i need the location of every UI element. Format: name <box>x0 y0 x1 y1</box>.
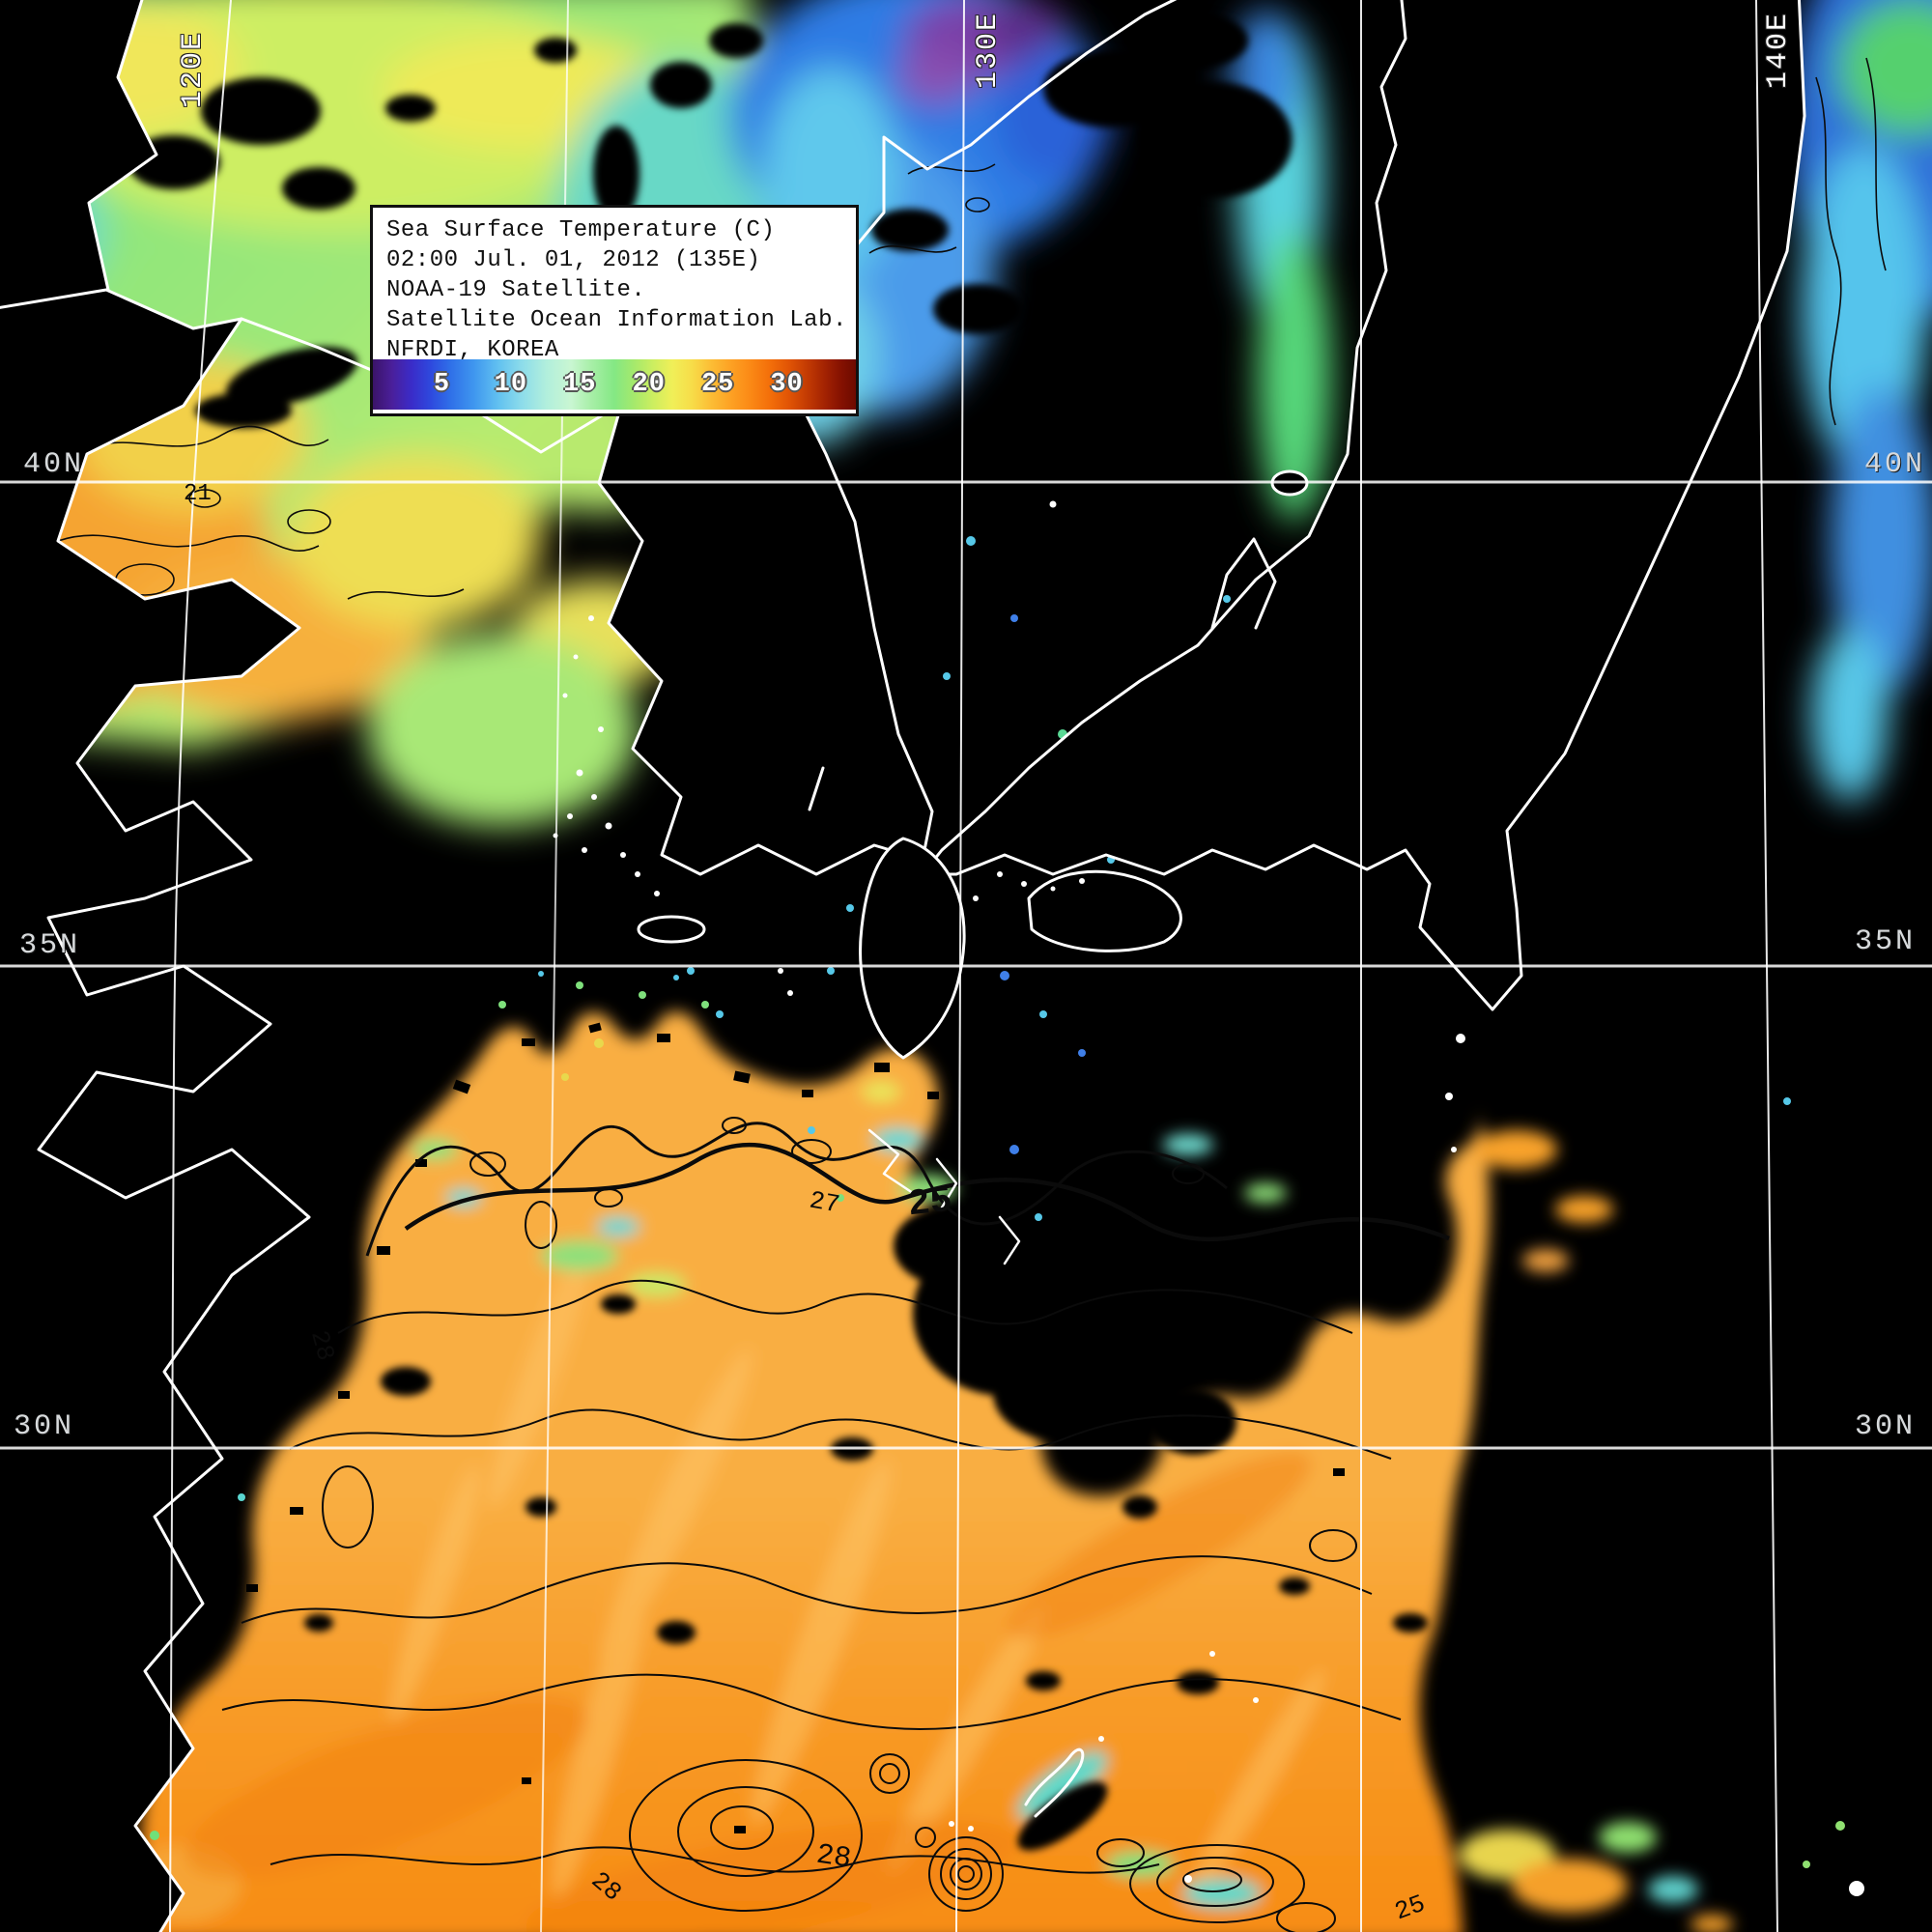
colorbar-tick: 5 <box>433 370 451 399</box>
coastline-layer <box>0 0 1806 1932</box>
lat-label-left-35n: 35N <box>19 929 81 962</box>
lon-label-120e: 120E <box>177 30 210 108</box>
colorbar-tick: 10 <box>494 370 528 399</box>
colorbar-tick: 30 <box>770 370 804 399</box>
lat-label-right-40n: 40N <box>1864 448 1926 481</box>
lon-label-140e: 140E <box>1762 11 1795 89</box>
title-line-agency: NFRDI, KOREA <box>386 337 559 363</box>
title-line-satellite: NOAA-19 Satellite. <box>386 277 646 303</box>
colorbar-tick: 15 <box>563 370 597 399</box>
title-text-block: Sea Surface Temperature (C) 02:00 Jul. 0… <box>373 208 856 365</box>
title-line-product: Sea Surface Temperature (C) <box>386 217 776 243</box>
lon-label-130e: 130E <box>972 11 1005 89</box>
speckle-layer <box>25 440 1845 1889</box>
title-line-lab: Satellite Ocean Information Lab. <box>386 307 847 333</box>
colorbar: 5 10 15 20 25 30 <box>373 359 856 410</box>
contour-layer <box>57 57 1887 1932</box>
lat-label-right-35n: 35N <box>1855 925 1917 958</box>
contour-label: 28 <box>813 1838 854 1877</box>
contour-label: 27 <box>807 1185 842 1220</box>
contour-label: 25 <box>905 1179 954 1227</box>
colorbar-gradient: 5 10 15 20 25 30 <box>373 359 856 410</box>
title-line-datetime: 02:00 Jul. 01, 2012 (135E) <box>386 247 761 273</box>
lat-label-right-30n: 30N <box>1855 1410 1917 1443</box>
lat-label-left-40n: 40N <box>23 448 85 481</box>
colorbar-tick: 20 <box>632 370 666 399</box>
colorbar-tick: 25 <box>700 370 735 399</box>
lat-label-left-30n: 30N <box>14 1410 75 1443</box>
contour-label: 21 <box>184 481 212 507</box>
island-dots-layer <box>553 500 1864 1896</box>
title-legend-box: Sea Surface Temperature (C) 02:00 Jul. 0… <box>370 205 859 416</box>
warm-field-layer <box>63 1011 1733 1932</box>
